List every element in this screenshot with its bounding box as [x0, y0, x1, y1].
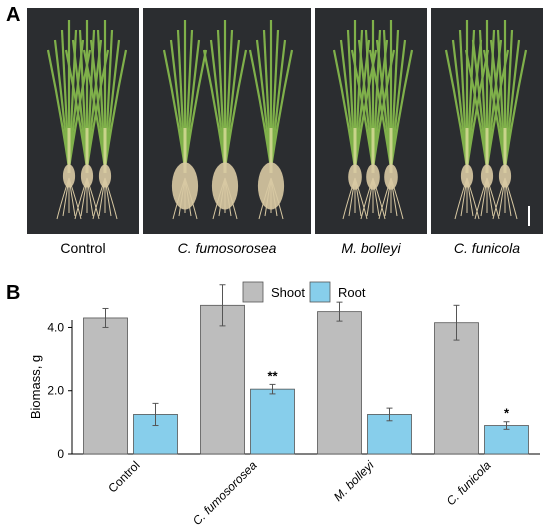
error-bar-shoot-3 [453, 304, 460, 341]
bar-shoot-2 [317, 311, 362, 455]
x-tick-label-2: M. bolleyi [331, 458, 377, 504]
plant-drawing [482, 20, 528, 220]
x-tick-label-0: Control [105, 458, 142, 495]
plant-drawing [162, 20, 208, 220]
bar-shoot-1 [200, 304, 245, 455]
error-bar-shoot-0 [102, 307, 109, 328]
bar-root-1 [250, 388, 295, 455]
y-tick-label: 2.0 [47, 384, 64, 398]
plant-photo-c-funicola [431, 8, 543, 234]
error-bar-root-0 [152, 402, 159, 427]
error-bar-root-1 [269, 383, 276, 395]
plant-drawing [464, 20, 510, 220]
panel-label-b: B [6, 282, 21, 304]
legend-label-shoot: Shoot [271, 285, 305, 300]
y-tick-label: 4.0 [47, 320, 64, 334]
plant-drawing [82, 20, 128, 220]
plant-photo-control [27, 8, 139, 234]
legend-swatch-shoot [242, 281, 264, 303]
chart-legend: Shoot Root [242, 281, 366, 303]
plant-photo-m-bolleyi [315, 8, 427, 234]
plant-drawing [332, 20, 378, 220]
panel-label-a: A [6, 4, 21, 26]
error-bar-shoot-1 [219, 284, 226, 327]
significance-marker-3: * [504, 406, 510, 421]
plant-drawing [368, 20, 414, 220]
photo-caption-control: Control [60, 240, 106, 256]
plant-drawing [46, 20, 92, 220]
significance-marker-1: ** [267, 368, 278, 383]
legend-swatch-root [309, 281, 331, 303]
plant-drawing [248, 20, 294, 220]
bar-shoot-0 [83, 317, 128, 455]
photo-caption-m-bolleyi: M. bolleyi [341, 240, 401, 256]
legend-label-root: Root [338, 285, 366, 300]
photo-caption-c-fumosorosea: C. fumosorosea [177, 240, 277, 256]
error-bar-root-2 [386, 407, 393, 422]
y-tick-label: 0 [57, 447, 64, 461]
biomass-bar-chart: Shoot Root 0 2.0 4.0 Biomass, g Control ** C. fu… [28, 281, 540, 526]
bar-shoot-3 [434, 322, 479, 455]
y-axis-label: Biomass, g [28, 355, 43, 419]
error-bar-shoot-2 [336, 301, 343, 322]
bar-root-3 [484, 425, 529, 455]
x-tick-label-1: C. fumosorosea [190, 458, 260, 526]
x-tick-label-3: C. funicola [444, 458, 494, 508]
plant-photo-c-fumosorosea [143, 8, 311, 234]
photo-caption-c-funicola: C. funicola [453, 240, 521, 256]
plant-drawing [202, 20, 248, 220]
error-bar-root-3 [503, 421, 510, 430]
